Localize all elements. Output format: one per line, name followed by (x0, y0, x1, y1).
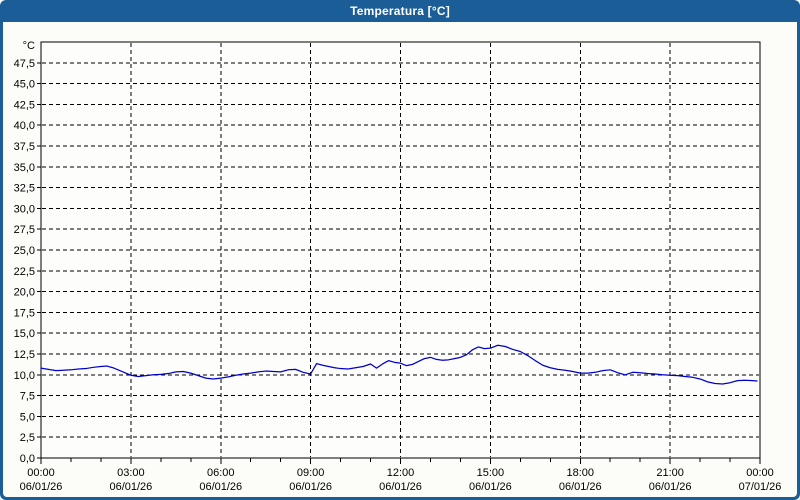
y-tick-label: 32,5 (14, 183, 35, 195)
x-tick-time-label: 15:00 (477, 467, 505, 479)
y-tick-label: 37,5 (14, 141, 35, 153)
y-tick-label: 22,5 (14, 266, 35, 278)
chart-panel: 47,5 45,0 42,5 40,0 37,5 35,0 32,5 30,0 27,5 25,0… (3, 22, 797, 497)
y-tick-label: 27,5 (14, 224, 35, 236)
x-tick-time-label: 21:00 (656, 467, 684, 479)
y-tick-label: 30,0 (14, 203, 35, 215)
y-tick-label: 2,5 (20, 432, 35, 444)
y-tick-label: 17,5 (14, 307, 35, 319)
y-tick-label: 35,0 (14, 162, 35, 174)
y-axis-unit-label: °C (23, 40, 35, 52)
temperature-line (40, 344, 758, 385)
y-tick-label: 12,5 (14, 349, 35, 361)
x-tick-date-label: 07/01/26 (739, 481, 782, 493)
x-tick-time-label: 00:00 (746, 467, 774, 479)
y-tick-label: 15,0 (14, 328, 35, 340)
window-title: Temperatura [°C] (350, 4, 450, 18)
y-tick-label: 47,5 (14, 58, 35, 70)
x-tick-time-label: 03:00 (117, 467, 145, 479)
x-tick-time-label: 06:00 (207, 467, 235, 479)
x-tick-date-label: 06/01/26 (559, 481, 602, 493)
y-tick-label: 7,5 (20, 391, 35, 403)
y-tick-label: 10,0 (14, 370, 35, 382)
x-tick-time-label: 18:00 (566, 467, 594, 479)
y-tick-label: 25,0 (14, 245, 35, 257)
x-tick-date-label: 06/01/26 (469, 481, 512, 493)
y-tick-label: 40,0 (14, 120, 35, 132)
y-tick-label: 45,0 (14, 79, 35, 91)
y-tick-label: 5,0 (20, 411, 35, 423)
x-tick-date-label: 06/01/26 (649, 481, 692, 493)
x-tick-date-label: 06/01/26 (289, 481, 332, 493)
y-tick-label: 20,0 (14, 287, 35, 299)
y-tick-label: 0,0 (20, 453, 35, 465)
x-tick-time-label: 00:00 (27, 467, 55, 479)
temperature-chart: 47,5 45,0 42,5 40,0 37,5 35,0 32,5 30,0 27,5 25,0… (14, 40, 782, 493)
x-tick-time-label: 09:00 (297, 467, 325, 479)
x-tick-date-label: 06/01/26 (109, 481, 152, 493)
y-tick-label: 42,5 (14, 99, 35, 111)
title-bar: Temperatura [°C] (0, 0, 800, 22)
x-tick-date-label: 06/01/26 (20, 481, 63, 493)
x-tick-date-label: 06/01/26 (379, 481, 422, 493)
x-tick-date-label: 06/01/26 (199, 481, 242, 493)
x-tick-time-label: 12:00 (387, 467, 415, 479)
